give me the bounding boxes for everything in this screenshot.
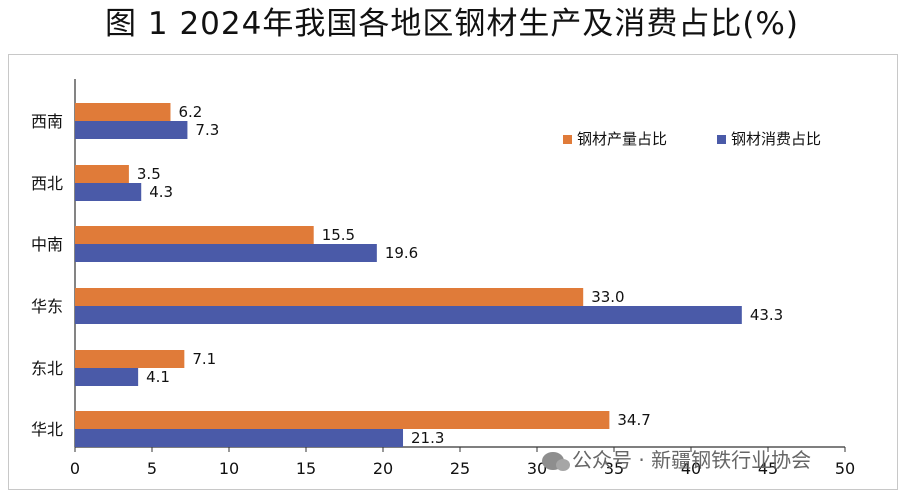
bar-production xyxy=(75,226,314,244)
watermark: 公众号 · 新疆钢铁行业协会 xyxy=(542,444,811,473)
legend-swatch xyxy=(563,135,572,144)
bar-consumption xyxy=(75,429,404,447)
data-label: 43.3 xyxy=(750,306,783,324)
bar-consumption xyxy=(75,183,142,201)
bar-production xyxy=(75,165,129,183)
bar-consumption xyxy=(75,368,139,386)
chart-title: 图 1 2024年我国各地区钢材生产及消费占比(%) xyxy=(105,6,799,42)
bar-production xyxy=(75,350,185,368)
legend-label: 钢材消费占比 xyxy=(731,130,821,148)
x-tick-label: 40 xyxy=(681,459,701,478)
x-tick-label: 45 xyxy=(758,459,778,478)
data-label: 21.3 xyxy=(411,429,444,447)
category-label: 西北 xyxy=(31,174,63,193)
data-label: 3.5 xyxy=(137,165,161,183)
bar-consumption xyxy=(75,306,742,324)
category-label: 华北 xyxy=(31,420,63,439)
category-label: 东北 xyxy=(31,359,63,378)
data-label: 7.1 xyxy=(192,350,216,368)
bar-production xyxy=(75,288,584,306)
category-label: 中南 xyxy=(31,235,63,254)
x-tick-label: 5 xyxy=(147,459,157,478)
x-tick-label: 15 xyxy=(296,459,316,478)
data-label: 4.3 xyxy=(149,183,173,201)
data-label: 19.6 xyxy=(385,244,418,262)
x-tick-label: 10 xyxy=(219,459,239,478)
watermark-text: 公众号 · 新疆钢铁行业协会 xyxy=(572,448,812,472)
data-label: 15.5 xyxy=(322,226,355,244)
wechat-icon xyxy=(542,452,570,471)
bar-consumption xyxy=(75,244,377,262)
bar-production xyxy=(75,411,610,429)
category-label: 西南 xyxy=(31,112,63,131)
x-tick-label: 50 xyxy=(835,459,855,478)
chart-area: 0 5 10 15 20 25 30 35 40 45 50 西南 6.2 7.3 西北 3.5 4.3 中南 15… xyxy=(8,54,898,490)
bar-production xyxy=(75,103,171,121)
legend-label: 钢材产量占比 xyxy=(577,130,667,148)
x-tick-label: 25 xyxy=(450,459,470,478)
x-tick-label: 35 xyxy=(604,459,624,478)
data-label: 4.1 xyxy=(146,368,170,386)
x-tick-label: 20 xyxy=(373,459,393,478)
data-label: 34.7 xyxy=(617,411,650,429)
x-tick-label: 0 xyxy=(70,459,80,478)
bar-consumption xyxy=(75,121,188,139)
legend-swatch xyxy=(717,135,726,144)
data-label: 7.3 xyxy=(195,121,219,139)
data-label: 33.0 xyxy=(591,288,624,306)
data-label: 6.2 xyxy=(178,103,202,121)
category-label: 华东 xyxy=(31,297,63,316)
